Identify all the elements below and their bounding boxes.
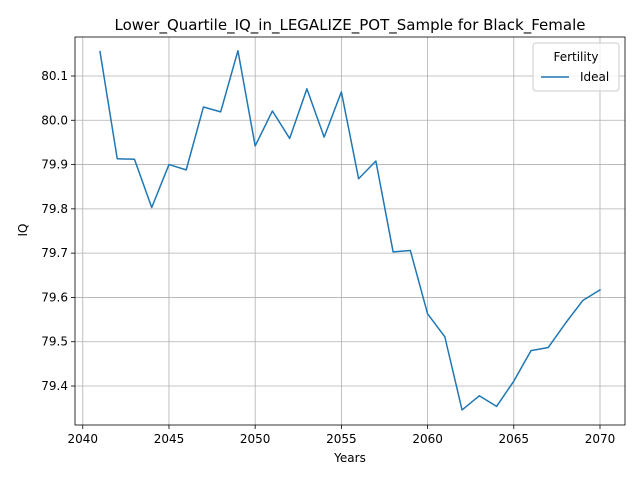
series-line-ideal [99, 49, 602, 411]
x-tick-label: 2050 [240, 432, 271, 446]
legend: Fertility Ideal [532, 42, 620, 92]
chart-title: Lower_Quartile_IQ_in_LEGALIZE_POT_Sample… [115, 16, 586, 35]
y-tick-label: 80.0 [41, 113, 68, 127]
grid [75, 37, 625, 425]
plot-frame [74, 36, 626, 426]
x-axis-label: Years [333, 451, 366, 465]
x-tick-label: 2060 [412, 432, 443, 446]
x-tick-label: 2040 [67, 432, 98, 446]
y-tick-label: 79.9 [41, 158, 68, 172]
x-tick-label: 2045 [154, 432, 185, 446]
legend-label-ideal: Ideal [580, 70, 609, 84]
y-tick-label: 79.4 [41, 379, 68, 393]
x-axis: 2040 2045 2050 2055 2060 2065 2070 [67, 425, 615, 446]
y-axis: 79.4 79.5 79.6 79.7 79.8 79.9 80.0 80.1 [41, 69, 75, 393]
series-layer [99, 49, 602, 411]
y-tick-label: 79.7 [41, 246, 68, 260]
x-tick-label: 2070 [585, 432, 616, 446]
y-tick-label: 79.5 [41, 335, 68, 349]
x-tick-label: 2065 [499, 432, 530, 446]
y-axis-label: IQ [16, 224, 30, 237]
x-tick-label: 2055 [326, 432, 357, 446]
y-tick-label: 79.6 [41, 290, 68, 304]
y-tick-label: 79.8 [41, 202, 68, 216]
legend-box [532, 42, 620, 92]
y-tick-label: 80.1 [41, 69, 68, 83]
legend-title: Fertility [553, 50, 598, 64]
